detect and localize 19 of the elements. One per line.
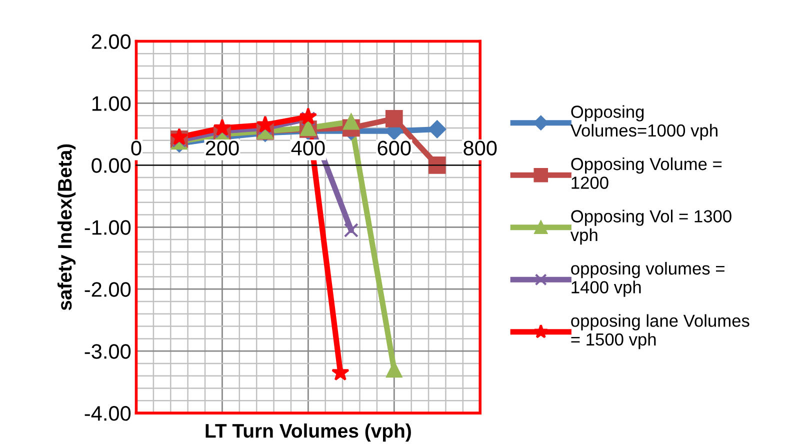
y-axis-title: safety Index(Beta) (57, 144, 76, 310)
y-tick-label: 1.00 (92, 96, 131, 111)
legend-label: opposing lane Volumes = 1500 vph (571, 314, 750, 350)
x-tick-label: 400 (291, 140, 325, 156)
y-tick-label: 0.00 (92, 158, 131, 173)
legend-label: Opposing Volumes=1000 vph (570, 105, 718, 140)
x-tick-label: 800 (464, 140, 497, 156)
x-tick-label: 600 (378, 140, 411, 156)
legend-label: Opposing Vol = 1300 vph (570, 210, 732, 245)
y-tick-label: -2.00 (84, 282, 131, 297)
x-tick-label: 200 (206, 140, 239, 156)
y-tick-label: -4.00 (84, 406, 131, 421)
legend-label: opposing volumes = 1400 vph (571, 262, 724, 297)
legend-label: Opposing Volume = 1200 (571, 157, 722, 189)
y-tick-label: -3.00 (84, 344, 131, 359)
y-tick-label: 2.00 (92, 34, 131, 49)
x-axis-title: LT Turn Volumes (vph) (206, 423, 411, 442)
x-tick-label: 0 (131, 140, 142, 156)
y-tick-label: -1.00 (84, 220, 131, 235)
